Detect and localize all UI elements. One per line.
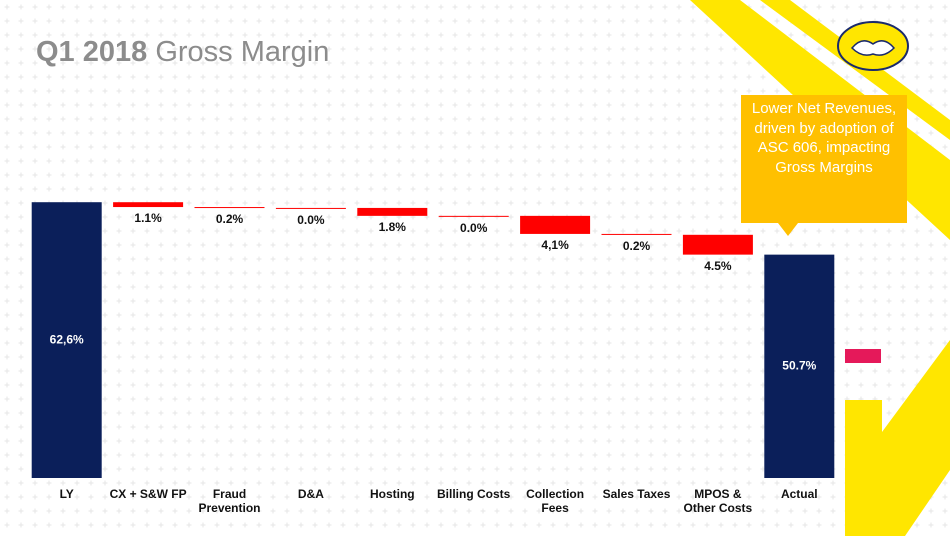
callout-pointer [778,223,798,236]
total-bar [764,254,835,478]
x-tick-label: MPOS & Other Costs [683,487,753,515]
chart-title: Q1 2018 Gross Margin [36,36,329,69]
decrease-bar [194,207,265,209]
x-tick-label: Hosting [369,487,415,501]
value-label: 4,1% [541,238,569,252]
title-lead: Q1 2018 [36,36,148,68]
title-text: Gross Margin [155,36,330,68]
value-label: 0.0% [297,213,325,227]
value-label: 50.7% [782,358,816,372]
x-tick-label: D&A [297,487,324,501]
deco-check [845,340,950,536]
x-tick-label: Sales Taxes [602,487,671,501]
decrease-bar [275,207,346,209]
total-bar [31,202,102,479]
decrease-bar [113,202,184,208]
x-tick-label: LY [59,487,74,501]
value-label: 4.5% [704,259,732,273]
x-tick-label: Billing Costs [437,487,511,501]
decrease-bar [520,215,591,234]
decrease-bar [357,207,428,216]
value-label: 0.2% [623,239,651,253]
decrease-bar [682,234,753,255]
x-tick-label: Actual [780,487,818,501]
annotation: Lower Net Revenues, driven by adoption o… [741,95,907,223]
deco-block [845,349,881,363]
value-label: 0.0% [460,221,488,235]
value-label: 1.1% [134,211,162,225]
x-tick-label: Collection Fees [526,487,585,515]
value-label: 62,6% [50,332,84,346]
decrease-bar [601,233,672,235]
x-tick-label: CX + S&W FP [109,487,187,501]
value-label: 0.2% [216,212,244,226]
value-label: 1.8% [379,220,407,234]
x-tick-label: Fraud Prevention [198,487,261,515]
decrease-bar [438,215,509,217]
logo-hands [850,40,896,56]
